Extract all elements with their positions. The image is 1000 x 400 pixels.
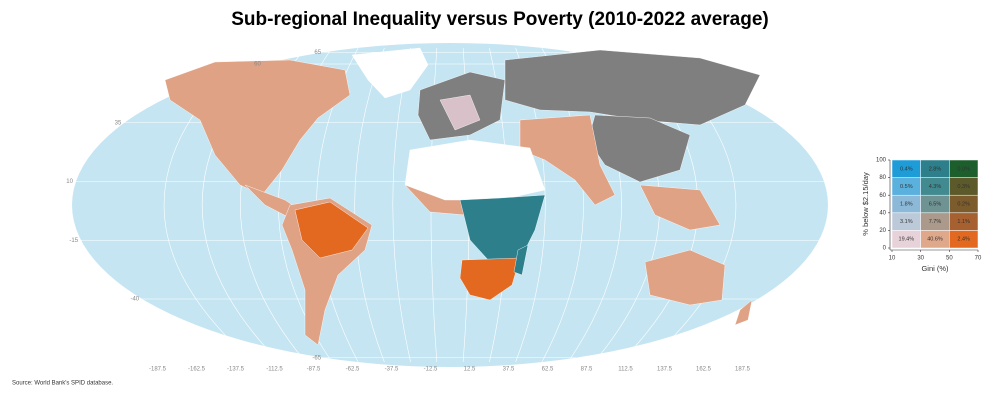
y-tick-label: 40 (879, 210, 886, 216)
y-tick-label: 60 (879, 193, 886, 199)
x-tick-label: 70 (975, 256, 982, 262)
lon-label: -162.5 (188, 367, 206, 373)
lon-label: 112.5 (618, 367, 633, 373)
x-tick-label: 30 (917, 256, 924, 262)
cell-label: 2.8% (929, 166, 942, 172)
x-tick-label: 50 (946, 256, 953, 262)
map: 65 60 35 10 -15 -40 -65 -187.5 -162.5 -137.5 -112.… (66, 43, 828, 373)
lon-label: -87.5 (307, 367, 321, 373)
cell-label: 2.4% (957, 237, 970, 243)
lon-label: 87.5 (581, 367, 593, 373)
legend-cell (949, 159, 979, 178)
north-america (164, 59, 351, 196)
new-zealand (734, 299, 753, 326)
y-tick-label: 20 (879, 228, 886, 234)
lon-label: -112.5 (266, 367, 283, 373)
cell-label: 0.4% (900, 166, 913, 172)
land (164, 47, 761, 346)
australia (644, 249, 726, 306)
lat-label: 60 (254, 62, 261, 68)
lon-label: -37.5 (385, 367, 399, 373)
lat-label: -40 (130, 297, 139, 303)
central-africa (459, 194, 546, 263)
lon-label: 162.5 (696, 367, 712, 373)
lon-label: 137.5 (657, 367, 673, 373)
cell-label: 0.5% (900, 184, 913, 190)
lon-label: 12.5 (464, 367, 476, 373)
lon-label: 187.5 (735, 367, 751, 373)
cell-label: 7.7% (929, 219, 942, 225)
lon-label: -62.5 (346, 367, 360, 373)
cell-label: 1.1% (957, 219, 970, 225)
meridian (354, 47, 385, 363)
y-axis-label: % below $2.15/day (861, 172, 870, 236)
y-tick-label: 0 (883, 246, 887, 252)
lon-label: 37.5 (503, 367, 515, 373)
cell-label: 1.8% (900, 201, 913, 207)
legend: 19.4% 40.6% 2.4% 3.1% 7.7% 1.1% 1.8% 6.5% 0.2% 0.… (861, 158, 982, 273)
russia (504, 49, 761, 126)
lat-label: -15 (69, 238, 78, 244)
lat-label: -65 (312, 355, 321, 361)
cell-label: 6.5% (929, 201, 942, 207)
x-tick-label: 10 (889, 256, 896, 262)
source: Source: World Bank's SPID database. (12, 381, 113, 387)
cell-label: 0.3% (957, 184, 970, 190)
southeast-asia (639, 184, 721, 231)
lat-label: 65 (314, 50, 321, 56)
cell-label: 19.4% (899, 237, 915, 243)
greenland (351, 47, 429, 99)
cell-label: 0.0% (957, 166, 970, 172)
title: Sub-regional Inequality versus Poverty (… (231, 9, 769, 30)
lon-label: -137.5 (227, 367, 245, 373)
y-tick-label: 100 (876, 158, 887, 164)
lat-label: 35 (115, 120, 122, 126)
y-tick-label: 80 (879, 175, 886, 181)
lat-label: 10 (66, 179, 73, 185)
south-america-north (294, 201, 369, 259)
europe-east (439, 94, 481, 131)
lon-label: -187.5 (149, 367, 167, 373)
madagascar (513, 244, 529, 276)
cell-label: 4.3% (929, 184, 942, 190)
cell-label: 3.1% (900, 219, 913, 225)
lon-label: -12.5 (424, 367, 438, 373)
north-africa (404, 139, 546, 201)
cell-label: 40.6% (927, 237, 943, 243)
cell-label: 0.2% (957, 201, 970, 207)
lon-label: 62.5 (542, 367, 554, 373)
x-axis-label: Gini (%) (921, 264, 949, 273)
